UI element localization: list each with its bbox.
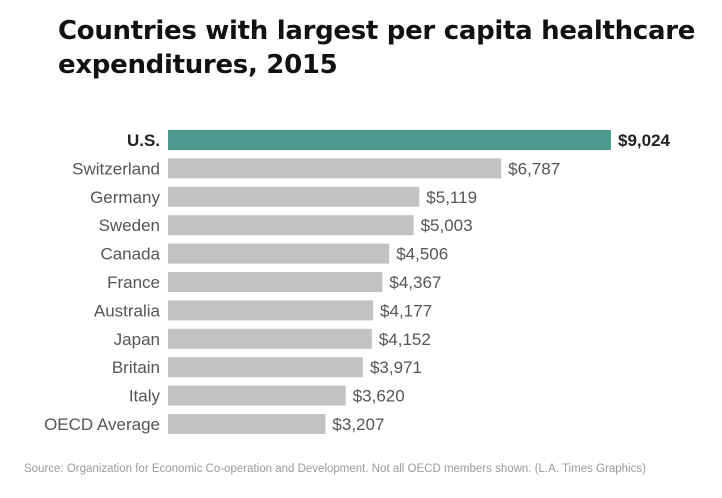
category-label-japan: Japan	[114, 330, 160, 349]
category-label-canada: Canada	[100, 245, 160, 264]
value-label-oecd-average: $3,207	[332, 415, 384, 434]
bar-france	[168, 272, 383, 292]
value-label-australia: $4,177	[380, 301, 432, 320]
value-label-canada: $4,506	[396, 245, 448, 264]
bar-britain	[168, 357, 363, 378]
chart-title: Countries with largest per capita health…	[58, 16, 696, 80]
category-label-australia: Australia	[94, 301, 161, 320]
bar-switzerland	[168, 158, 502, 179]
category-label-u-s: U.S.	[127, 131, 160, 150]
category-label-sweden: Sweden	[99, 216, 160, 235]
value-label-france: $4,367	[389, 273, 441, 292]
category-label-germany: Germany	[90, 188, 160, 207]
category-label-italy: Italy	[129, 387, 161, 406]
bar-oecd-average	[168, 414, 326, 434]
value-label-italy: $3,620	[353, 387, 405, 406]
bar-japan	[168, 328, 372, 349]
category-label-oecd-average: OECD Average	[44, 415, 160, 434]
value-label-switzerland: $6,787	[508, 159, 560, 178]
category-label-france: France	[107, 273, 160, 292]
bar-sweden	[168, 215, 414, 236]
value-label-britain: $3,971	[370, 358, 422, 377]
category-label-britain: Britain	[112, 358, 160, 377]
bar-canada	[168, 243, 390, 264]
bar-u-s	[168, 130, 611, 150]
value-label-sweden: $5,003	[421, 216, 473, 235]
value-label-japan: $4,152	[379, 330, 431, 349]
bar-germany	[168, 186, 420, 207]
value-label-u-s: $9,024	[618, 131, 671, 150]
value-label-germany: $5,119	[426, 188, 477, 207]
source-note: Source: Organization for Economic Co-ope…	[24, 463, 646, 475]
bar-australia	[168, 300, 374, 321]
bar-italy	[168, 385, 346, 406]
category-label-switzerland: Switzerland	[72, 159, 160, 178]
